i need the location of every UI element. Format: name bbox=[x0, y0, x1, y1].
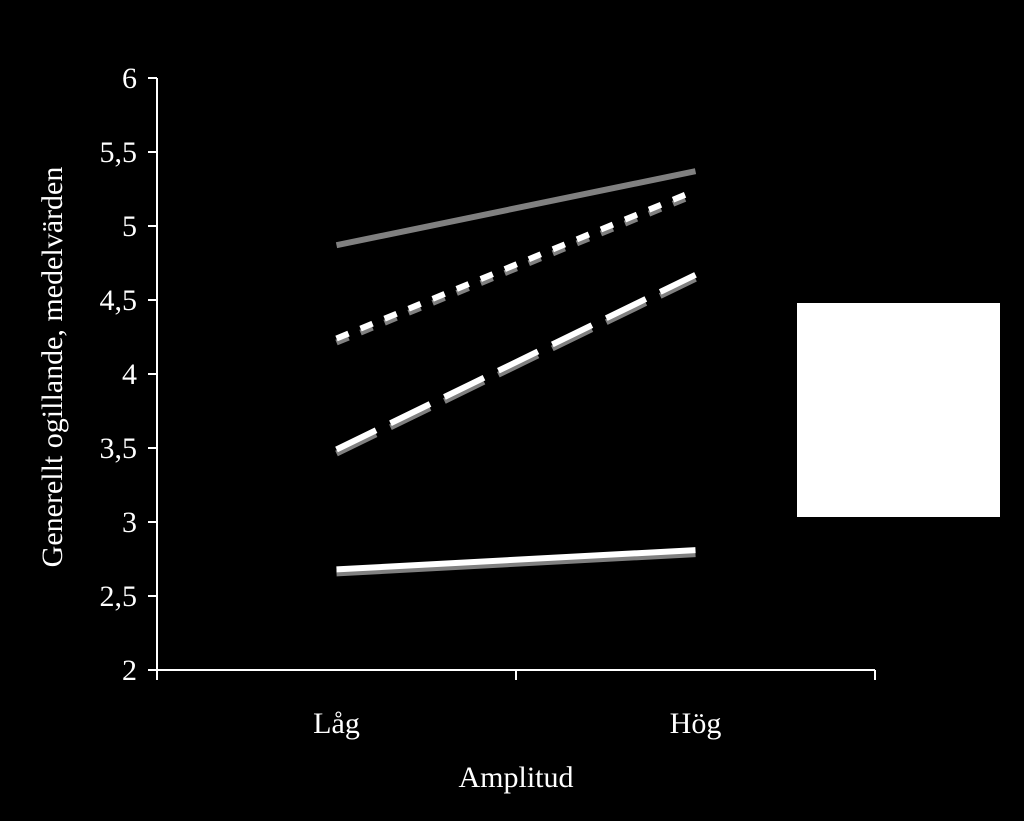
y-tick-label: 4 bbox=[122, 358, 137, 391]
x-tick-label: Hög bbox=[670, 707, 722, 740]
legend-box bbox=[797, 303, 1000, 517]
series-line-stroke bbox=[335, 272, 697, 453]
y-tick-label: 6 bbox=[122, 62, 137, 95]
series-line-4 bbox=[336, 547, 696, 577]
series-line-3 bbox=[335, 272, 697, 457]
x-ticks: Låg Hög bbox=[156, 670, 876, 740]
series-line-shadow bbox=[336, 551, 696, 577]
x-axis-title: Amplitud bbox=[458, 761, 573, 794]
series-line-stroke bbox=[336, 547, 696, 573]
y-tick-label: 4,5 bbox=[100, 284, 138, 317]
y-axis-title: Generellt ogillande, medelvärden bbox=[36, 167, 69, 568]
y-tick-label: 5,5 bbox=[100, 136, 138, 169]
y-tick-label: 2,5 bbox=[100, 580, 138, 613]
series-line-shadow bbox=[335, 276, 697, 457]
series-line-stroke bbox=[335, 187, 697, 342]
x-tick-label: Låg bbox=[313, 707, 360, 740]
series-line-2 bbox=[335, 187, 697, 346]
y-ticks: 2 2,5 3 3,5 4 4,5 5 5,5 6 bbox=[100, 62, 157, 687]
series-lines bbox=[335, 168, 697, 577]
series-line-stroke bbox=[335, 168, 697, 249]
y-tick-label: 3,5 bbox=[100, 432, 138, 465]
y-tick-label: 5 bbox=[122, 210, 137, 243]
series-line-shadow bbox=[335, 191, 697, 346]
y-tick-label: 2 bbox=[122, 654, 137, 687]
series-line-1 bbox=[335, 168, 697, 249]
y-tick-label: 3 bbox=[122, 506, 137, 539]
